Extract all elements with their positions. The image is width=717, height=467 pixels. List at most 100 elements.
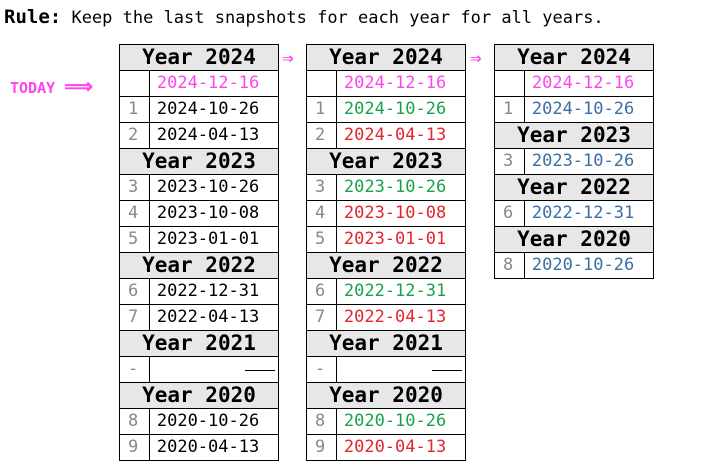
year-header: Year 2022 xyxy=(495,175,654,201)
snapshot-date: 2024-10-26 xyxy=(337,97,466,122)
snapshot-index: 1 xyxy=(495,97,525,122)
snapshot-date: 2022-04-13 xyxy=(337,305,466,330)
snapshot-index xyxy=(307,71,337,96)
snapshot-row: 7 2022-04-13 xyxy=(120,305,279,331)
snapshot-row: 3 2023-10-26 xyxy=(307,175,466,201)
snapshot-row: 5 2023-01-01 xyxy=(120,227,279,253)
snapshot-row: 1 2024-10-26 xyxy=(495,97,654,123)
snapshot-index: 3 xyxy=(120,175,150,200)
snapshot-index: 8 xyxy=(495,253,525,278)
snapshot-date: 2023-01-01 xyxy=(337,227,466,252)
snapshot-index: 7 xyxy=(307,305,337,330)
year-header: Year 2024 xyxy=(120,45,279,71)
snapshot-index: 5 xyxy=(307,227,337,252)
year-header: Year 2020 xyxy=(120,383,279,409)
snapshot-date: 2022-12-31 xyxy=(337,279,466,304)
snapshot-index xyxy=(120,71,150,96)
year-header: Year 2023 xyxy=(495,123,654,149)
year-header: Year 2023 xyxy=(120,149,279,175)
snapshot-date: 2023-01-01 xyxy=(150,227,279,252)
snapshot-row: 6 2022-12-31 xyxy=(307,279,466,305)
snapshot-date: 2022-12-31 xyxy=(150,279,279,304)
snapshot-date: 2022-12-31 xyxy=(525,201,654,226)
step-arrow-icon: ⇒ xyxy=(470,47,482,69)
snapshot-date: 2023-10-08 xyxy=(150,201,279,226)
snapshot-row: 9 2020-04-13 xyxy=(307,435,466,461)
snapshot-index: - xyxy=(120,357,150,382)
snapshot-date: 2024-12-16 xyxy=(337,71,466,96)
today-marker: TODAY ⟹ xyxy=(10,74,93,98)
snapshot-index: 6 xyxy=(120,279,150,304)
snapshot-row: 3 2023-10-26 xyxy=(495,149,654,175)
snapshot-index: 7 xyxy=(120,305,150,330)
snapshot-date xyxy=(337,357,466,382)
snapshot-row: 2024-12-16 xyxy=(120,71,279,97)
snapshot-date: 2020-10-26 xyxy=(150,409,279,434)
snapshot-index: 6 xyxy=(307,279,337,304)
snapshot-index: 1 xyxy=(307,97,337,122)
empty-dash xyxy=(431,370,462,371)
snapshot-date: 2024-12-16 xyxy=(150,71,279,96)
snapshot-row: 8 2020-10-26 xyxy=(495,253,654,279)
snapshot-row: 2024-12-16 xyxy=(307,71,466,97)
snapshot-index: 9 xyxy=(120,435,150,460)
snapshot-index: 1 xyxy=(120,97,150,122)
year-header: Year 2022 xyxy=(307,253,466,279)
snapshot-date: 2020-10-26 xyxy=(525,253,654,278)
snapshot-row: 2 2024-04-13 xyxy=(120,123,279,149)
snapshot-index: - xyxy=(307,357,337,382)
snapshot-row: 6 2022-12-31 xyxy=(120,279,279,305)
snapshot-index: 2 xyxy=(120,123,150,148)
snapshot-date: 2023-10-08 xyxy=(337,201,466,226)
snapshot-row: 1 2024-10-26 xyxy=(120,97,279,123)
snapshot-row: 1 2024-10-26 xyxy=(307,97,466,123)
snapshot-index: 9 xyxy=(307,435,337,460)
snapshot-row: 8 2020-10-26 xyxy=(120,409,279,435)
snapshot-row: 4 2023-10-08 xyxy=(120,201,279,227)
snapshot-row: - xyxy=(120,357,279,383)
snapshot-row: 9 2020-04-13 xyxy=(120,435,279,461)
snapshot-row: 2024-12-16 xyxy=(495,71,654,97)
snapshot-index: 6 xyxy=(495,201,525,226)
snapshot-date: 2020-04-13 xyxy=(150,435,279,460)
snapshot-date: 2024-04-13 xyxy=(337,123,466,148)
snapshot-row: 7 2022-04-13 xyxy=(307,305,466,331)
rule-line: Rule: Keep the last snapshots for each y… xyxy=(4,6,604,28)
snapshot-date: 2024-04-13 xyxy=(150,123,279,148)
snapshot-date: 2024-10-26 xyxy=(525,97,654,122)
year-header: Year 2024 xyxy=(495,45,654,71)
snapshots-table-original: Year 2024 2024-12-16 1 2024-10-26 2 2024-04-1… xyxy=(119,44,279,461)
snapshots-table-result: Year 2024 2024-12-16 1 2024-10-26 Year 2023 3… xyxy=(494,44,654,279)
empty-dash xyxy=(244,370,275,371)
snapshots-table-marked: Year 2024 2024-12-16 1 2024-10-26 2 2024-04-1… xyxy=(306,44,466,461)
snapshot-date: 2024-12-16 xyxy=(525,71,654,96)
snapshot-date: 2024-10-26 xyxy=(150,97,279,122)
snapshot-row: 3 2023-10-26 xyxy=(120,175,279,201)
snapshot-index xyxy=(495,71,525,96)
snapshot-date: 2020-04-13 xyxy=(337,435,466,460)
snapshot-index: 4 xyxy=(120,201,150,226)
rule-prefix: Rule: xyxy=(4,6,62,28)
snapshot-row: - xyxy=(307,357,466,383)
snapshot-date: 2023-10-26 xyxy=(150,175,279,200)
snapshot-index: 2 xyxy=(307,123,337,148)
snapshot-row: 2 2024-04-13 xyxy=(307,123,466,149)
year-header: Year 2020 xyxy=(307,383,466,409)
snapshot-date: 2023-10-26 xyxy=(525,149,654,174)
snapshot-date xyxy=(150,357,279,382)
step-arrow-icon: ⇒ xyxy=(282,47,294,69)
snapshot-row: 6 2022-12-31 xyxy=(495,201,654,227)
today-label: TODAY xyxy=(10,79,56,97)
year-header: Year 2021 xyxy=(120,331,279,357)
snapshot-index: 4 xyxy=(307,201,337,226)
snapshot-row: 8 2020-10-26 xyxy=(307,409,466,435)
year-header: Year 2022 xyxy=(120,253,279,279)
snapshot-index: 3 xyxy=(495,149,525,174)
year-header: Year 2023 xyxy=(307,149,466,175)
rule-text: Keep the last snapshots for each year fo… xyxy=(71,8,604,28)
snapshot-index: 8 xyxy=(120,409,150,434)
today-arrow-icon: ⟹ xyxy=(64,74,93,98)
snapshot-index: 8 xyxy=(307,409,337,434)
snapshot-date: 2022-04-13 xyxy=(150,305,279,330)
snapshot-index: 5 xyxy=(120,227,150,252)
